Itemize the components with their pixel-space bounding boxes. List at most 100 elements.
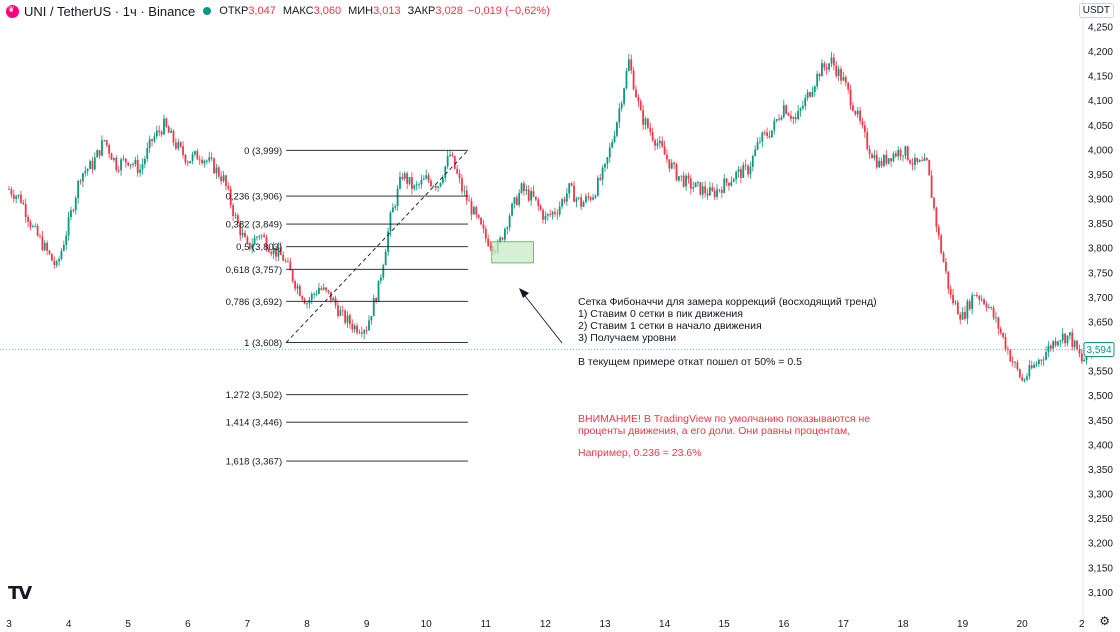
candle-body (27, 216, 29, 222)
candle-body (29, 221, 32, 227)
candle-body (253, 237, 256, 245)
candle-body (208, 157, 211, 161)
time-tick-label: 5 (125, 619, 131, 630)
candle-body (284, 260, 287, 262)
price-tick-label: 3,250 (1088, 514, 1113, 525)
candle-body (985, 304, 988, 308)
candle-body (1021, 377, 1024, 381)
candle-body (730, 181, 733, 186)
tradingview-logo[interactable]: TV (8, 583, 32, 604)
candle-body (594, 195, 597, 198)
candle-body (685, 175, 687, 187)
candle-body (1059, 340, 1062, 342)
candle-body (413, 185, 416, 189)
candle-body (856, 110, 859, 115)
candle-body (370, 316, 373, 321)
candle-body (72, 210, 75, 212)
candle-body (172, 130, 175, 143)
candle-body (887, 158, 890, 164)
candle-body (194, 151, 196, 155)
fib-level-label: 0 (3,999) (244, 146, 282, 157)
high-label: МАКС (282, 5, 314, 17)
candle-body (599, 177, 602, 180)
settings-icon[interactable]: ⚙ (1099, 614, 1110, 628)
candle-body (24, 204, 27, 217)
candle-body (115, 157, 118, 170)
last-price-tag[interactable] (1083, 341, 1115, 357)
candle-body (973, 295, 976, 296)
candle-body (558, 206, 561, 215)
annotation-line: Сетка Фибоначчи для замера коррекций (во… (578, 296, 877, 308)
candle-body (463, 190, 466, 192)
candle-body (1030, 365, 1033, 368)
candle-body (439, 182, 442, 187)
candle-body (129, 164, 132, 166)
candle-body (809, 92, 811, 97)
candle-body (451, 154, 454, 156)
candle-body (470, 201, 473, 215)
candle-body (925, 158, 928, 160)
candle-body (315, 293, 318, 295)
candle-body (577, 197, 580, 199)
candle-body (658, 140, 661, 144)
candle-body (694, 182, 697, 188)
symbol-header[interactable]: UNI / TetherUS · 1ч · Binance ОТКР3,047 … (6, 3, 555, 19)
symbol-title[interactable]: UNI / TetherUS · 1ч · Binance (24, 3, 196, 19)
candle-body (256, 236, 258, 238)
candle-body (263, 235, 265, 238)
price-tick-label: 3,750 (1088, 268, 1113, 279)
candle-body (422, 178, 425, 180)
fib-trend-line[interactable] (285, 150, 469, 343)
example-line: Например, 0.236 = 23.6% (578, 447, 702, 459)
candle-body (511, 203, 513, 216)
price-tick-label: 3,950 (1088, 170, 1113, 181)
candle-body (768, 135, 771, 138)
candle-body (482, 224, 485, 229)
price-tick-label: 3,800 (1088, 244, 1113, 255)
candle-body (706, 193, 709, 196)
candle-body (534, 196, 537, 200)
candle-body (761, 132, 764, 142)
price-tick-label: 4,000 (1088, 145, 1113, 156)
candle-body (770, 130, 773, 138)
candle-body (213, 158, 215, 174)
time-tick-label: 6 (185, 619, 191, 630)
price-tick-label: 3,700 (1088, 293, 1113, 304)
candle-body (258, 236, 261, 237)
candle-body (983, 299, 985, 305)
candle-body (103, 140, 106, 141)
candle-body (1076, 340, 1078, 350)
candle-body (399, 176, 401, 189)
currency-button[interactable]: USDT (1078, 3, 1114, 18)
candle-body (112, 157, 115, 160)
candle-body (301, 296, 304, 300)
candle-body (329, 291, 332, 301)
retracement-zone[interactable] (491, 241, 534, 264)
candle-body (1035, 364, 1038, 365)
candle-body (687, 175, 690, 179)
candle-body (93, 157, 96, 170)
candle-body (1006, 349, 1009, 351)
candle-body (132, 164, 134, 166)
candle-body (582, 202, 585, 207)
candle-body (680, 175, 683, 177)
candle-body (885, 154, 888, 164)
candle-body (449, 154, 451, 156)
candle-body (1009, 350, 1012, 362)
candle-body (625, 70, 628, 89)
candle-body (74, 198, 77, 211)
candle-body (878, 160, 881, 168)
annotation-arrow-line[interactable] (521, 291, 563, 344)
candle-body (141, 164, 144, 170)
candle-body (811, 92, 814, 97)
candle-body (542, 209, 544, 220)
candle-body (616, 122, 618, 136)
open-label: ОТКР (219, 5, 249, 17)
candle-body (222, 175, 225, 182)
candle-body (656, 143, 659, 146)
candle-body (565, 193, 568, 202)
candle-body (866, 132, 869, 150)
price-tick-label: 3,350 (1088, 465, 1113, 476)
candle-body (318, 288, 320, 294)
